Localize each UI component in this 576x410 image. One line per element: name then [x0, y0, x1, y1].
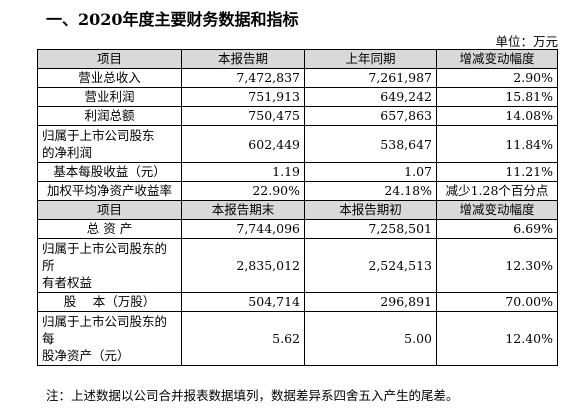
cell-value: 2.90% [436, 68, 558, 88]
footnote: 注：上述数据以公司合并报表数据填列，数据差异系四舍五入产生的尾差。 [46, 388, 459, 403]
table-row: 利润总额 750,475 657,863 14.08% [37, 106, 558, 126]
cell-value: 7,744,096 [181, 219, 305, 239]
cell-value: 12.30% [436, 238, 558, 293]
table-row: 归属于上市公司股东 的净利润 602,449 538,647 11.84% [37, 125, 558, 163]
cell-value: 12.40% [436, 311, 558, 366]
row-label-line1: 归属于上市公司股东的每 [42, 314, 168, 346]
row-label-line2: 有者权益 [42, 275, 93, 290]
row-label-line1: 归属于上市公司股东的所 [42, 241, 168, 273]
table-row: 营业总收入 7,472,837 7,261,987 2.90% [37, 68, 558, 88]
cell-value: 649,242 [304, 87, 437, 107]
cell-value: 750,475 [181, 106, 305, 126]
row-label-line2: 的净利润 [42, 145, 93, 160]
header-period-start: 本报告期初 [304, 200, 437, 220]
cell-value: 504,714 [181, 292, 305, 312]
row-label: 归属于上市公司股东的所有者权益 [37, 238, 182, 293]
row-label: 归属于上市公司股东 的净利润 [37, 125, 182, 163]
cell-value: 22.90% [181, 181, 305, 201]
cell-value: 2,835,012 [181, 238, 305, 293]
cell-value: 7,261,987 [304, 68, 437, 88]
unit-label: 单位：万元 [495, 34, 558, 49]
cell-value: 14.08% [436, 106, 558, 126]
row-label: 基本每股收益（元） [37, 162, 182, 182]
section-title: 一、2020年度主要财务数据和指标 [46, 10, 299, 29]
header-change: 增减变动幅度 [436, 49, 558, 69]
cell-value: 657,863 [304, 106, 437, 126]
header-current-period: 本报告期 [181, 49, 305, 69]
cell-value: 1.19 [181, 162, 305, 182]
table-row: 归属于上市公司股东的所有者权益 2,835,012 2,524,513 12.3… [37, 238, 558, 293]
table-row: 基本每股收益（元） 1.19 1.07 11.21% [37, 162, 558, 182]
row-label: 营业总收入 [37, 68, 182, 88]
cell-value: 5.00 [304, 311, 437, 366]
financial-table: 项目 本报告期 上年同期 增减变动幅度 营业总收入 7,472,837 7,26… [37, 49, 558, 366]
table-header-row: 项目 本报告期末 本报告期初 增减变动幅度 [37, 200, 558, 220]
cell-value: 1.07 [304, 162, 437, 182]
cell-value: 15.81% [436, 87, 558, 107]
row-label: 利润总额 [37, 106, 182, 126]
row-label: 归属于上市公司股东的每股净资产（元） [37, 311, 182, 366]
row-label-line1: 归属于上市公司股东 [42, 128, 155, 143]
table-row: 加权平均净资产收益率 22.90% 24.18% 减少1.28个百分点 [37, 181, 558, 201]
cell-value: 11.84% [436, 125, 558, 163]
cell-value: 5.62 [181, 311, 305, 366]
row-label: 总 资 产 [37, 219, 182, 239]
cell-value: 751,913 [181, 87, 305, 107]
cell-value: 7,472,837 [181, 68, 305, 88]
header-item: 项目 [37, 49, 182, 69]
cell-value: 7,258,501 [304, 219, 437, 239]
row-label: 营业利润 [37, 87, 182, 107]
header-period-end: 本报告期末 [181, 200, 305, 220]
cell-value: 538,647 [304, 125, 437, 163]
cell-value: 2,524,513 [304, 238, 437, 293]
row-label: 股 本（万股） [37, 292, 182, 312]
table-row: 归属于上市公司股东的每股净资产（元） 5.62 5.00 12.40% [37, 311, 558, 366]
row-label: 加权平均净资产收益率 [37, 181, 182, 201]
table-header-row: 项目 本报告期 上年同期 增减变动幅度 [37, 49, 558, 69]
header-prior-period: 上年同期 [304, 49, 437, 69]
cell-value: 296,891 [304, 292, 437, 312]
cell-value: 减少1.28个百分点 [436, 181, 558, 201]
table-row: 总 资 产 7,744,096 7,258,501 6.69% [37, 219, 558, 239]
header-item: 项目 [37, 200, 182, 220]
cell-value: 602,449 [181, 125, 305, 163]
table-row: 营业利润 751,913 649,242 15.81% [37, 87, 558, 107]
cell-value: 6.69% [436, 219, 558, 239]
cell-value: 11.21% [436, 162, 558, 182]
table-row: 股 本（万股） 504,714 296,891 70.00% [37, 292, 558, 312]
header-change: 增减变动幅度 [436, 200, 558, 220]
row-label-line2: 股净资产（元） [42, 348, 130, 363]
cell-value: 70.00% [436, 292, 558, 312]
cell-value: 24.18% [304, 181, 437, 201]
